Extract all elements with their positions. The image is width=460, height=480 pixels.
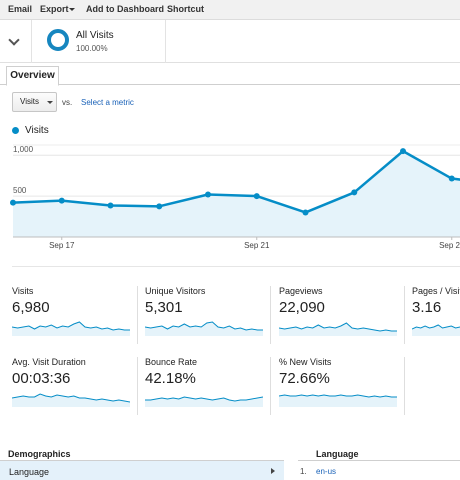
sparkline (12, 321, 130, 336)
language-row-link[interactable]: en-us (316, 467, 337, 476)
scorecard-value: 42.18% (145, 370, 196, 387)
y-tick-label: 1,000 (13, 145, 34, 154)
sparkline-line (12, 321, 130, 331)
sparkline (12, 393, 130, 407)
sparkline-area (279, 395, 397, 407)
scorecard[interactable]: % New Visits 72.66% (279, 357, 405, 415)
scorecard-label: Pages / Visit (412, 286, 460, 296)
sparkline (279, 322, 397, 336)
divider (31, 20, 32, 63)
sparkline-line (279, 322, 397, 332)
demographics-title: Demographics (8, 449, 71, 459)
scorecard-label: Pageviews (279, 286, 323, 296)
sparkline-line (412, 324, 460, 330)
tab-overview[interactable]: Overview (6, 66, 59, 86)
segment-name[interactable]: All Visits (76, 30, 114, 41)
data-point[interactable] (253, 193, 260, 200)
scorecard-label: % New Visits (279, 357, 332, 367)
vs-label: vs. (62, 98, 73, 107)
arrow-right-icon (271, 468, 275, 474)
data-point[interactable] (107, 202, 114, 209)
language-title: Language (316, 449, 359, 459)
x-tick-label: Sep 17 (49, 241, 75, 250)
caret-down-icon[interactable] (69, 8, 75, 11)
scorecard-label: Bounce Rate (145, 357, 198, 367)
scorecard-value: 5,301 (145, 299, 183, 316)
scorecard[interactable]: Unique Visitors 5,301 (145, 286, 271, 344)
sparkline-area (12, 394, 130, 407)
sparkline-line (12, 393, 130, 403)
report-toolbar: Email Export Add to Dashboard Shortcut (0, 0, 460, 20)
sparkline-line (145, 396, 263, 402)
series-area (13, 151, 460, 237)
sparkline (145, 321, 263, 336)
x-tick-label: Sep 21 (244, 241, 270, 250)
scorecard[interactable]: Pageviews 22,090 (279, 286, 405, 344)
sparkline-line (145, 321, 263, 331)
sparkline-area (12, 322, 130, 336)
scorecard-value: 72.66% (279, 370, 330, 387)
scorecard[interactable]: Visits 6,980 (12, 286, 138, 344)
demographics-item-label: Language (9, 467, 50, 477)
sparkline-area (279, 323, 397, 336)
select-metric-link[interactable]: Select a metric (81, 98, 134, 107)
scorecard-value: 00:03:36 (12, 370, 71, 387)
scorecard-value: 22,090 (279, 299, 325, 316)
scorecard-label: Avg. Visit Duration (12, 357, 86, 367)
demographics-item-language[interactable]: Language (0, 461, 284, 480)
add-to-dashboard-button[interactable]: Add to Dashboard (86, 4, 164, 14)
segment-ring-icon (47, 29, 69, 51)
scorecard-label: Visits (12, 286, 34, 296)
sparkline-area (145, 322, 263, 336)
divider (165, 20, 166, 63)
divider (12, 266, 460, 267)
shortcut-button[interactable]: Shortcut (167, 4, 204, 14)
data-point[interactable] (400, 148, 406, 155)
scorecard-label: Unique Visitors (145, 286, 206, 296)
sparkline-area (145, 397, 263, 407)
x-tick-label: Sep 25 (439, 241, 460, 250)
tab-row: Overview (0, 64, 460, 86)
divider (298, 460, 460, 461)
scorecard[interactable]: Pages / Visit 3.16 (412, 286, 460, 344)
sparkline-area (412, 325, 460, 336)
metric-select[interactable]: Visits (12, 92, 57, 112)
caret-down-icon (47, 101, 53, 104)
sparkline (279, 394, 397, 407)
scorecard-value: 3.16 (412, 299, 442, 316)
scorecard[interactable]: Bounce Rate 42.18% (145, 357, 271, 415)
data-point[interactable] (10, 199, 16, 206)
email-button[interactable]: Email (8, 4, 33, 14)
data-point[interactable] (448, 175, 455, 182)
scorecard[interactable]: Avg. Visit Duration 00:03:36 (12, 357, 138, 415)
chevron-down-icon[interactable] (8, 34, 20, 46)
language-row-index: 1. (300, 467, 307, 476)
data-point[interactable] (351, 189, 358, 196)
divider (0, 460, 284, 461)
sparkline (145, 396, 263, 407)
data-point[interactable] (205, 191, 211, 198)
sparkline-line (279, 394, 397, 398)
segment-percent: 100.00% (76, 44, 108, 53)
scorecard-value: 6,980 (12, 299, 50, 316)
legend-dot-icon (12, 127, 19, 134)
export-button[interactable]: Export (40, 4, 69, 14)
metric-select-value: Visits (20, 97, 39, 106)
y-tick-label: 500 (13, 186, 27, 195)
data-point[interactable] (156, 203, 163, 210)
data-point[interactable] (58, 197, 65, 204)
visits-chart[interactable]: 1,000 500 Sep 17 Sep 21 Sep 25 (0, 140, 460, 252)
legend-label: Visits (25, 125, 49, 136)
sparkline (412, 324, 460, 336)
segment-bar: All Visits 100.00% (0, 20, 460, 63)
data-point[interactable] (302, 209, 309, 216)
